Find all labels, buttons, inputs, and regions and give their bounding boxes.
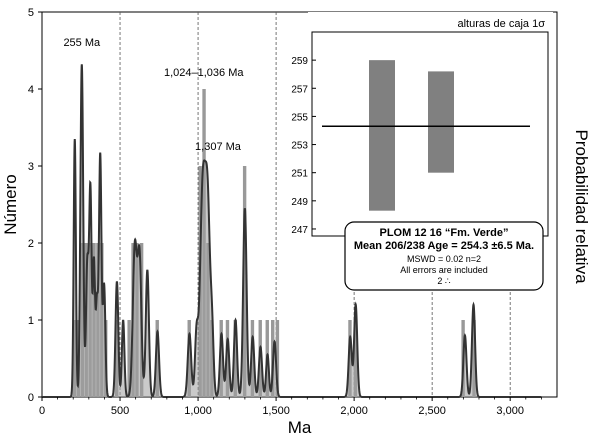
x-tick-label: 0 xyxy=(39,405,45,417)
y-tick-label: 4 xyxy=(28,84,34,96)
summary-sample-name: PLOM 12 16 “Fm. Verde” xyxy=(380,227,509,239)
summary-mean-age: Mean 206/238 Age = 254.3 ±6.5 Ma. xyxy=(354,240,534,252)
inset-error-boxes xyxy=(369,60,454,211)
x-axis-title: Ma xyxy=(288,418,312,437)
secondary-y-axis-title: Probabilidad relativa xyxy=(572,129,590,284)
summary-footnote: 2 ∴ xyxy=(437,276,451,286)
x-tick-label: 2,500 xyxy=(418,405,446,417)
y-tick-label: 5 xyxy=(28,7,34,19)
histogram-bar xyxy=(275,320,280,397)
inset-tick-label: 255 xyxy=(291,112,308,123)
inset-error-box xyxy=(428,71,454,173)
summary-box-frame xyxy=(344,221,544,291)
y-tick-label: 1 xyxy=(28,315,34,327)
y-axis-title: Número xyxy=(1,174,20,234)
peak-label: 1,307 Ma xyxy=(195,141,242,153)
inset-error-box xyxy=(369,60,395,211)
inset-tick-label: 257 xyxy=(291,84,308,95)
x-tick-label: 500 xyxy=(111,405,129,417)
peak-label: 1,024–1,036 Ma xyxy=(164,67,244,79)
x-tick-label: 1,000 xyxy=(184,405,212,417)
y-tick-label: 0 xyxy=(28,392,34,404)
y-tick-label: 3 xyxy=(28,161,34,173)
peak-label: 255 Ma xyxy=(63,37,101,49)
summary-box: PLOM 12 16 “Fm. Verde” Mean 206/238 Age … xyxy=(344,221,544,291)
inset-tick-label: 249 xyxy=(291,197,308,208)
inset-tick-label: 259 xyxy=(291,56,308,67)
x-tick-label: 2,000 xyxy=(340,405,368,417)
y-axis-ticks: 0 1 2 3 4 5 xyxy=(28,7,42,404)
inset-tick-label: 253 xyxy=(291,141,308,152)
x-axis-ticks: 0 500 1,000 1,500 2,000 2,500 3,000 xyxy=(39,397,542,417)
y-tick-label: 2 xyxy=(28,238,34,250)
inset-y-axis-ticks: 247 249 251 253 255 257 259 xyxy=(291,56,316,236)
summary-errors-note: All errors are included xyxy=(400,265,488,275)
inset-tick-label: 251 xyxy=(291,169,308,180)
x-tick-label: 1,500 xyxy=(262,405,290,417)
inset-title: alturas de caja 1σ xyxy=(457,18,545,30)
inset-tick-label: 247 xyxy=(291,225,308,236)
summary-mswd: MSWD = 0.02 n=2 xyxy=(407,254,481,264)
histogram-bar xyxy=(127,320,131,397)
probability-curve-fill xyxy=(42,64,542,397)
peak-annotations: 255 Ma 1,024–1,036 Ma 1,307 Ma xyxy=(63,37,244,153)
x-tick-label: 3,000 xyxy=(496,405,524,417)
